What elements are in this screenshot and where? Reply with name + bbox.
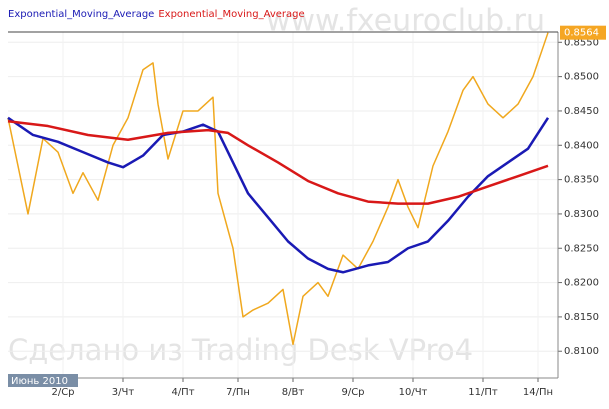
last-price-box bbox=[560, 25, 606, 40]
y-tick-label: 0.8450 bbox=[564, 106, 599, 117]
last-price-label: 0.8564 bbox=[564, 28, 599, 39]
x-tick-label: 3/Чт bbox=[112, 387, 135, 398]
x-tick-label: 8/Вт bbox=[282, 387, 305, 398]
y-tick-label: 0.8150 bbox=[564, 312, 599, 323]
watermark: www.fxeuroclub.ru bbox=[266, 4, 545, 39]
y-tick-label: 0.8550 bbox=[564, 37, 599, 48]
period-label: Июнь 2010 bbox=[11, 376, 68, 387]
y-tick-label: 0.8350 bbox=[564, 175, 599, 186]
y-tick-label: 0.8200 bbox=[564, 278, 599, 289]
x-tick-label: 4/Пт bbox=[171, 387, 194, 398]
series-line bbox=[7, 120, 549, 205]
x-tick-label: 14/Пн bbox=[523, 387, 553, 398]
y-tick-label: 0.8100 bbox=[564, 346, 599, 357]
series-line bbox=[7, 116, 550, 274]
y-tick-label: 0.8400 bbox=[564, 140, 599, 151]
series-line bbox=[7, 32, 549, 346]
x-tick-label: 10/Чт bbox=[399, 387, 428, 398]
watermark: Сделано из Trading Desk VPro4 bbox=[8, 333, 473, 367]
period-box bbox=[8, 374, 78, 387]
y-tick-label: 0.8500 bbox=[564, 72, 599, 83]
legend-entry: Exponential_Moving_Average bbox=[158, 9, 304, 20]
y-tick-label: 0.8250 bbox=[564, 243, 599, 254]
x-tick-label: 11/Пт bbox=[468, 387, 498, 398]
x-tick-label: 7/Пн bbox=[226, 387, 250, 398]
y-tick-label: 0.8300 bbox=[564, 209, 599, 220]
legend-entry: Exponential_Moving_Average bbox=[8, 9, 154, 20]
x-tick-label: 9/Ср bbox=[341, 387, 364, 398]
x-tick-label: 2/Ср bbox=[51, 387, 74, 398]
